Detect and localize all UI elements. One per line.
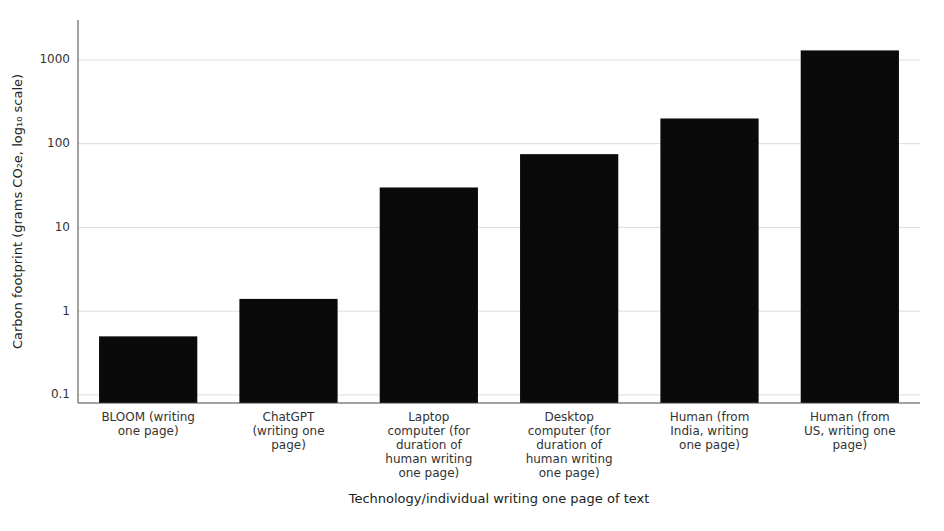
x-tick-line: one page) (398, 466, 459, 480)
x-tick-line: human writing (526, 452, 613, 466)
y-tick-label: 1 (62, 304, 70, 318)
grid-line (78, 143, 920, 144)
x-tick-label: Human (fromIndia, writingone page) (670, 410, 750, 452)
x-tick-line: Human (from (670, 410, 750, 424)
x-tick-line: one page) (539, 466, 600, 480)
y-tick-label: 1000 (39, 52, 70, 66)
x-tick-line: computer (for (528, 424, 611, 438)
y-tick-label: 0.1 (51, 387, 70, 401)
x-tick-line: (writing one (252, 424, 324, 438)
y-axis-line (78, 20, 79, 403)
x-tick-line: duration of (536, 438, 603, 452)
x-tick-line: BLOOM (writing (101, 410, 195, 424)
x-tick-line: Human (from (810, 410, 890, 424)
grid-line (78, 59, 920, 60)
grid (78, 60, 920, 395)
y-tick-label: 100 (47, 136, 70, 150)
x-tick-line: ChatGPT (263, 410, 316, 424)
y-tick-label: 10 (55, 220, 70, 234)
x-tick-line: one page) (679, 438, 740, 452)
grid-line (78, 394, 920, 395)
chart: 0.11101001000BLOOM (writingone page)Chat… (0, 0, 944, 531)
y-axis-label: Carbon footprint (grams CO₂e, log₁₀ scal… (10, 74, 25, 349)
bars (99, 50, 899, 403)
bar (801, 50, 899, 403)
x-axis-label: Technology/individual writing one page o… (348, 491, 650, 506)
x-tick-line: page) (271, 438, 306, 452)
x-tick-label: BLOOM (writingone page) (101, 410, 195, 438)
x-ticks: BLOOM (writingone page)ChatGPT(writing o… (101, 410, 895, 480)
x-axis-line (78, 403, 920, 404)
x-tick-label: Human (fromUS, writing onepage) (804, 410, 896, 452)
bar (660, 118, 758, 403)
x-tick-line: one page) (118, 424, 179, 438)
bar (239, 299, 337, 403)
x-tick-line: page) (833, 438, 868, 452)
bar (520, 154, 618, 403)
bar (380, 187, 478, 403)
grid-line (78, 311, 920, 312)
x-tick-label: Desktopcomputer (forduration ofhuman wri… (526, 410, 613, 480)
x-tick-label: Laptopcomputer (forduration ofhuman writ… (385, 410, 472, 480)
x-tick-line: Laptop (408, 410, 449, 424)
x-tick-line: computer (for (387, 424, 470, 438)
x-tick-label: ChatGPT(writing onepage) (252, 410, 324, 452)
bar (99, 336, 197, 403)
grid-line (78, 227, 920, 228)
x-tick-line: duration of (396, 438, 463, 452)
x-tick-line: Desktop (544, 410, 594, 424)
x-tick-line: human writing (385, 452, 472, 466)
y-ticks: 0.1 1 10 100 1000 (39, 52, 70, 401)
x-tick-line: India, writing (670, 424, 748, 438)
x-tick-line: US, writing one (804, 424, 896, 438)
